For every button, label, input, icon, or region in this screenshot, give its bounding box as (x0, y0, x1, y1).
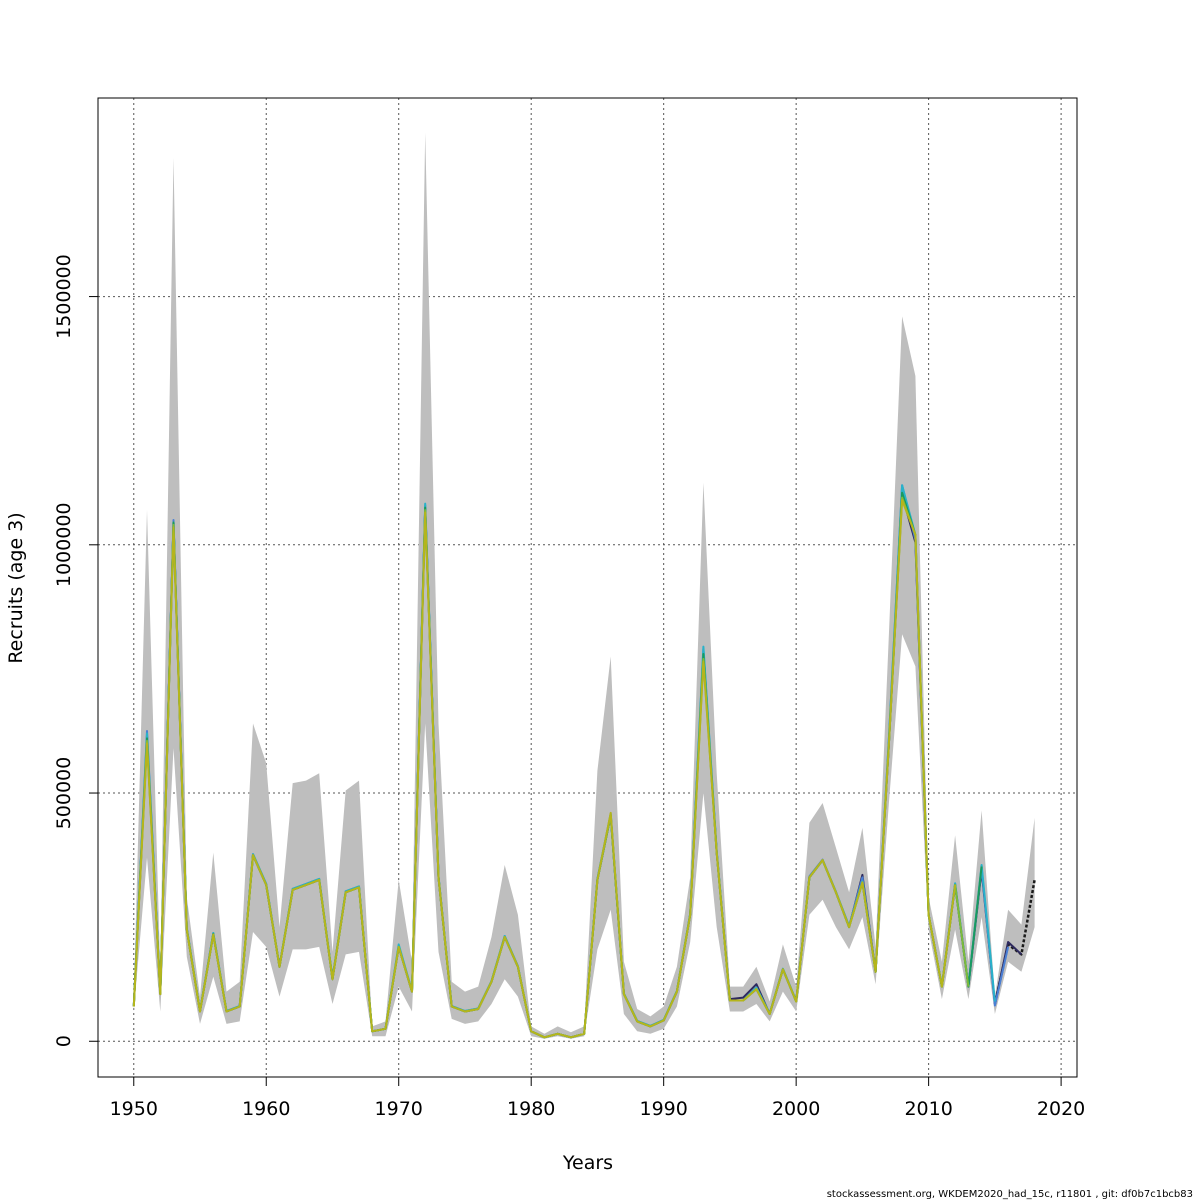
x-tick-label: 1980 (507, 1098, 555, 1120)
y-tick-label: 0 (53, 1035, 75, 1047)
x-tick-label: 2010 (904, 1098, 952, 1120)
series-line-7 (132, 499, 957, 1039)
x-tick-label: 1950 (110, 1098, 158, 1120)
x-axis-title: Years (562, 1152, 613, 1174)
x-tick-label: 1960 (242, 1098, 290, 1120)
x-tick-label: 2020 (1037, 1098, 1085, 1120)
y-tick-label: 1000000 (53, 502, 75, 587)
confidence-band (133, 132, 1035, 1039)
series-lines-layer (132, 484, 1036, 1039)
y-axis: 0 500000 1000000 1500000 (53, 254, 99, 1047)
y-tick-label: 1500000 (53, 254, 75, 339)
x-tick-label: 2000 (772, 1098, 820, 1120)
x-axis: 1950 1960 1970 1980 1990 2000 2010 2020 (110, 1076, 1085, 1120)
confidence-band-layer (133, 132, 1035, 1039)
y-tick-label: 500000 (53, 757, 75, 830)
x-tick-label: 1990 (639, 1098, 687, 1120)
x-tick-label: 1970 (375, 1098, 423, 1120)
y-axis-title: Recruits (age 3) (5, 512, 27, 663)
credit-note: stockassessment.org, WKDEM2020_had_15c, … (827, 1189, 1193, 1200)
